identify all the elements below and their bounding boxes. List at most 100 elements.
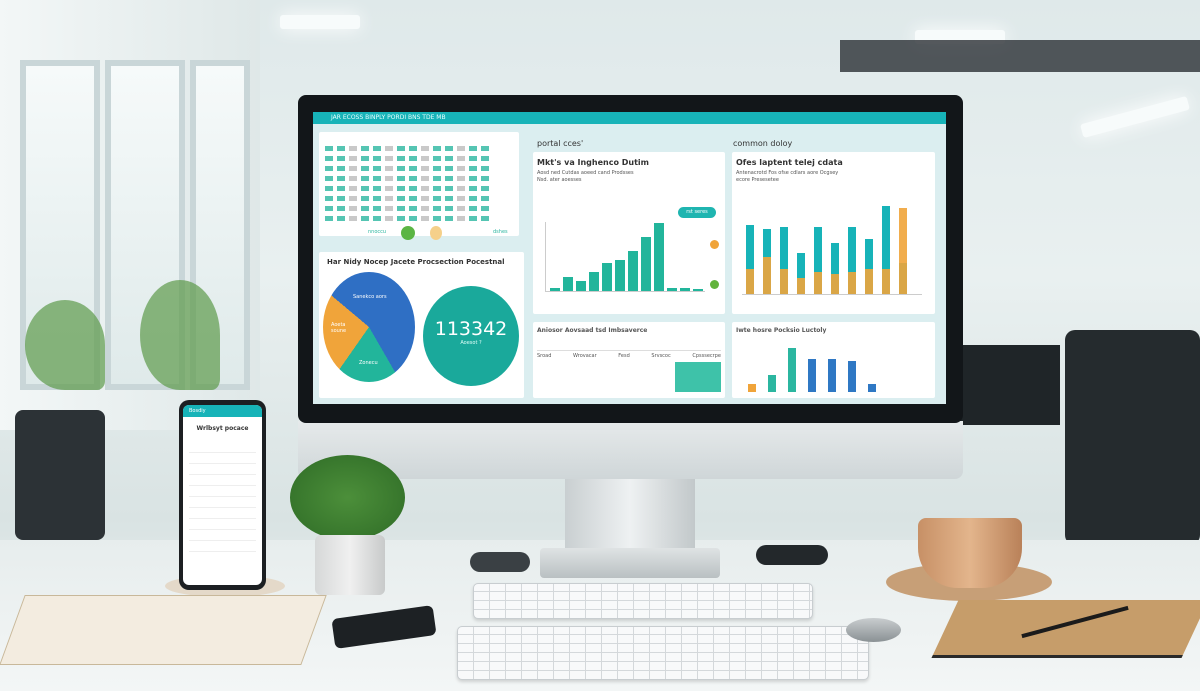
chart1-bar [602,263,612,291]
chart2-bar-orange [763,257,771,294]
table-cell [373,156,381,161]
table-cell [373,196,381,201]
table-cell [373,176,381,181]
table-cell [361,196,369,201]
table-cell [457,156,465,161]
table-cell [469,166,477,171]
table-cell [481,146,489,151]
table2-header-cell: Srvscoc [651,353,671,359]
table-cell [337,156,345,161]
chart3-bar [788,348,796,392]
background-plant [140,280,220,390]
table-cell [349,166,357,171]
table-cell [373,216,381,221]
chart1-bar [576,280,586,291]
mouse[interactable] [846,618,901,642]
table-cell [325,206,333,211]
table-cell [325,166,333,171]
table-cell [409,176,417,181]
table-cell [433,206,441,211]
table-footer-left: nnoccu [368,229,387,235]
notebook-left [0,595,327,665]
coffee-cup [918,518,1022,588]
table-row [323,136,515,151]
kpi-circle: 113342 Aoesot ? [423,286,519,386]
chart3-bar [748,383,756,392]
keyboard-front[interactable] [457,626,869,680]
table-cell [385,146,393,151]
table-cell [421,206,429,211]
table-cell [421,196,429,201]
status-orange-icon[interactable] [430,226,442,240]
background-monitor [960,345,1060,425]
table-cell [409,156,417,161]
table-row [323,176,515,191]
chart1-bar [693,289,703,291]
table-cell [349,156,357,161]
table-cell [337,186,345,191]
smartphone-screen: Bosdiy Wrlbsyt pocace [183,405,262,585]
chart1-bar [589,271,599,291]
table-row [323,206,515,221]
table-cell [469,196,477,201]
chart2-subtitle: Antenacrotd Fos ofse cdlars aore Ocgsey [736,170,839,176]
table-cell [385,176,393,181]
chart2-bar-orange [882,269,890,294]
chart1-bar [615,259,625,291]
notebook-right [931,600,1200,658]
table-cell [349,196,357,201]
section-title-left: portal cces' [537,139,584,148]
background-chair [1065,330,1200,545]
table2-header-cell: Sroad [537,353,552,359]
table-cell [421,156,429,161]
table-cell [469,216,477,221]
table-cell [457,176,465,181]
chart1-badge[interactable]: rst seres [678,207,716,218]
table-cell [397,206,405,211]
table-cell [397,156,405,161]
table-cell [349,216,357,221]
pie-label: Zonecu [359,360,378,366]
ceiling-vent [840,40,1200,72]
monitor-stand-base [540,548,720,578]
potted-plant [290,455,405,540]
chart1-bar [680,288,690,291]
table-cell [409,206,417,211]
status-green-icon[interactable] [401,226,415,240]
table-cell [457,196,465,201]
table-cell [337,166,345,171]
chart3-bar [768,375,776,392]
table-cell [349,186,357,191]
chart1-bars [545,222,705,292]
table-cell [445,216,453,221]
table-cell [361,166,369,171]
table-row [323,196,515,211]
table-cell [385,196,393,201]
table-cell [361,146,369,151]
chart2-panel: Ofes laptent telej cdata Antenacrotd Fos… [732,152,935,314]
table-cell [361,216,369,221]
chart2-bar-orange [780,269,788,294]
table-cell [337,146,345,151]
table-cell [445,186,453,191]
keyboard[interactable] [473,583,813,619]
table-cell [421,176,429,181]
table-cell [409,166,417,171]
table-cell [325,216,333,221]
table-cell [433,176,441,181]
monitor-stand-neck [565,478,695,550]
table-cell [469,146,477,151]
table-cell [421,216,429,221]
table-row [323,166,515,181]
kpi-value: 113342 [434,318,508,340]
table-row [323,186,515,201]
chart3-bar [808,358,816,392]
chart2-bar-teal [848,226,856,294]
table-footer-right: dshes [493,229,508,235]
table-cell [457,166,465,171]
table-cell [481,166,489,171]
ceiling-light [1080,96,1190,138]
table-cell [469,156,477,161]
chart2-title: Ofes laptent telej cdata [736,158,843,167]
table-cell [469,186,477,191]
